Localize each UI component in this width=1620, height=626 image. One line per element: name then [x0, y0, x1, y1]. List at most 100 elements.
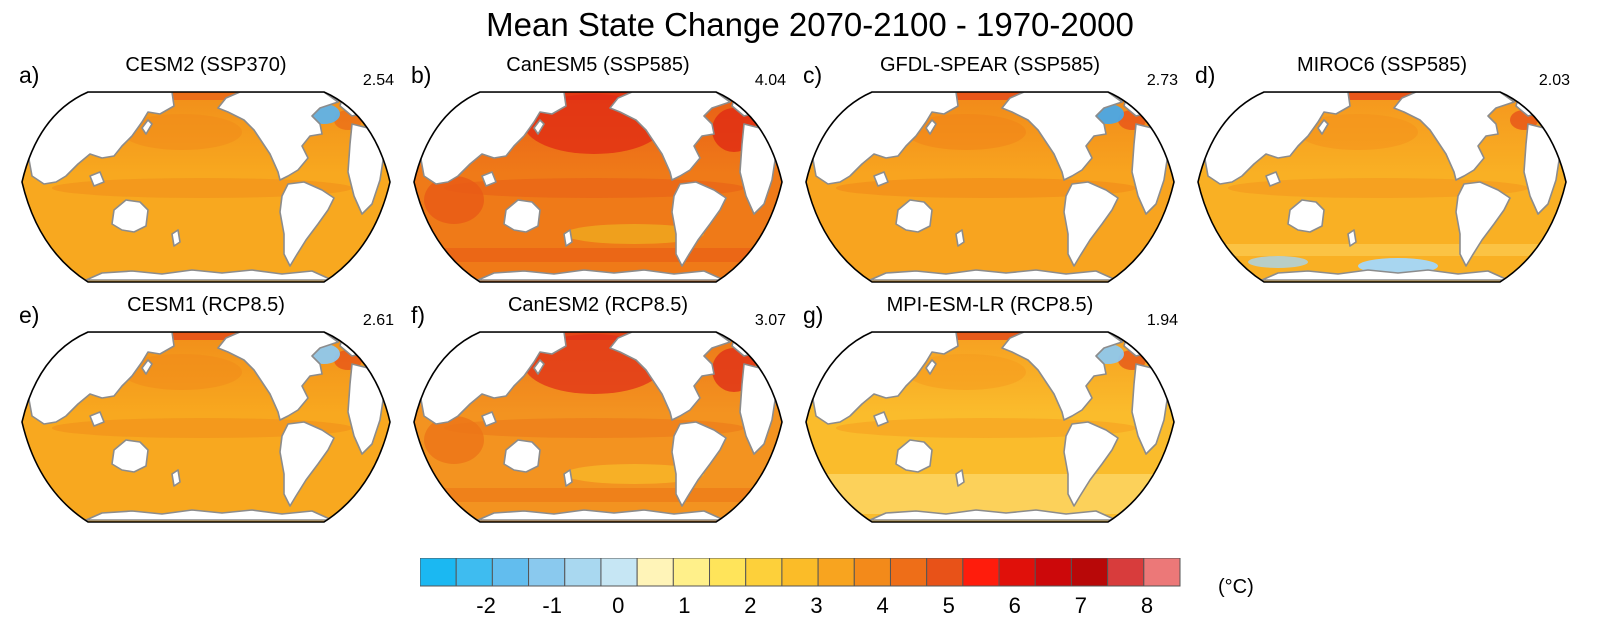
- land-japan: [533, 359, 545, 375]
- colorbar-box: [853, 558, 891, 587]
- land-japan: [141, 359, 153, 375]
- equatorial-band: [52, 178, 352, 198]
- colorbar-box: [1070, 558, 1109, 587]
- panel-global-mean-value: 1.94: [1146, 312, 1178, 329]
- colorbar-box: [600, 558, 638, 587]
- land-samerica: [1455, 181, 1511, 267]
- land-namerica: [609, 332, 731, 421]
- colorbar-unit: (°C): [1218, 576, 1254, 598]
- land-samerica: [1063, 181, 1119, 267]
- equatorial-band: [836, 178, 1136, 198]
- colorbar-box: [1143, 558, 1181, 587]
- land-antarctica: [477, 509, 725, 521]
- land-antarctica: [869, 269, 1117, 281]
- colorbar-tick-label: -2: [476, 593, 496, 618]
- land-japan: [1317, 119, 1329, 135]
- southern-pale-band: [806, 474, 1174, 514]
- equatorial-band: [836, 418, 1136, 438]
- colorbar-tick-label: 8: [1141, 593, 1153, 618]
- colorbar-tick-label: 3: [810, 593, 822, 618]
- panel-global-mean-value: 2.61: [362, 312, 394, 329]
- colorbar-tick-label: 1: [678, 593, 690, 618]
- panel-label: b): [411, 62, 432, 88]
- panel-label: g): [803, 302, 824, 328]
- colorbar-box: [455, 558, 493, 587]
- panel-global-mean-value: 4.04: [754, 72, 786, 89]
- land-nz: [563, 469, 573, 487]
- land-australia: [503, 439, 541, 473]
- map-outline: [21, 91, 391, 283]
- colorbar: -2 -1 0 1 2 3 4 5 6 7 8: [420, 558, 1181, 618]
- land-japan: [141, 119, 153, 135]
- world-map: [21, 91, 391, 283]
- land-nz: [955, 229, 965, 247]
- map-panel-f: f) CanESM2 (RCP8.5) 3.07: [408, 294, 788, 534]
- colorbar-box: [926, 558, 964, 587]
- equatorial-band: [444, 178, 744, 198]
- land-nz: [955, 469, 965, 487]
- colorbar-tick-label: 6: [1009, 593, 1021, 618]
- land-australia: [895, 199, 933, 233]
- map-outline: [805, 331, 1175, 523]
- southern-ocean-warming: [414, 488, 782, 502]
- land-borneo: [873, 171, 889, 187]
- southern-pale-band: [1198, 244, 1566, 256]
- land-nz: [563, 229, 573, 247]
- land-samerica: [1063, 421, 1119, 507]
- panel-title: CESM1 (RCP8.5): [127, 294, 285, 316]
- land-samerica: [671, 181, 727, 267]
- land-borneo: [481, 171, 497, 187]
- land-borneo: [89, 171, 105, 187]
- colorbar-box: [998, 558, 1036, 587]
- map-panel-d: d) MIROC6 (SSP585) 2.03: [1192, 54, 1572, 294]
- colorbar-box: [528, 558, 566, 587]
- land-antarctica: [477, 269, 725, 281]
- map-outline: [21, 331, 391, 523]
- land-australia: [111, 199, 149, 233]
- indian-ocean-warming: [424, 176, 484, 224]
- land-namerica: [609, 92, 731, 181]
- land-borneo: [89, 411, 105, 427]
- colorbar-box: [420, 558, 457, 587]
- panel-title: CESM2 (SSP370): [125, 54, 287, 76]
- colorbar-box: [817, 558, 855, 587]
- world-map: [805, 91, 1175, 283]
- panel-label: f): [411, 302, 426, 328]
- southern-ocean-cooling: [1248, 256, 1308, 268]
- colorbar-box: [709, 558, 747, 587]
- southern-band: [564, 224, 704, 244]
- equatorial-band: [1228, 178, 1528, 198]
- panel-global-mean-value: 2.73: [1146, 72, 1178, 89]
- colorbar-box: [781, 558, 819, 587]
- southern-ocean-warming: [414, 248, 782, 262]
- equatorial-band: [444, 418, 744, 438]
- colorbar-tick-label: 0: [612, 593, 624, 618]
- colorbar-tick-label: 5: [943, 593, 955, 618]
- panel-title: CanESM5 (SSP585): [506, 54, 690, 76]
- panel-label: e): [19, 302, 40, 328]
- map-panel-a: a) CESM2 (SSP370) 2.54: [16, 54, 396, 294]
- southern-ocean-cooling: [1358, 258, 1438, 274]
- panel-global-mean-value: 3.07: [754, 312, 786, 329]
- land-antarctica: [85, 269, 333, 281]
- colorbar-tick-label: 7: [1075, 593, 1087, 618]
- land-namerica: [1393, 92, 1515, 181]
- indian-ocean-warming: [424, 416, 484, 464]
- map-outline: [805, 91, 1175, 283]
- panel-title: GFDL-SPEAR (SSP585): [879, 54, 1101, 76]
- panel-label: d): [1195, 62, 1216, 88]
- land-australia: [895, 439, 933, 473]
- map-outline: [1197, 91, 1567, 283]
- panel-label: a): [19, 62, 40, 88]
- land-japan: [925, 119, 937, 135]
- land-japan: [925, 359, 937, 375]
- land-borneo: [873, 411, 889, 427]
- world-map: [805, 331, 1175, 523]
- figure-title: Mean State Change 2070-2100 - 1970-2000: [486, 6, 1134, 43]
- land-samerica: [671, 421, 727, 507]
- land-borneo: [1265, 171, 1281, 187]
- colorbar-tick-label: 2: [744, 593, 756, 618]
- map-outline: [413, 331, 783, 523]
- world-map: [21, 331, 391, 523]
- map-panel-g: g) MPI-ESM-LR (RCP8.5) 1.94: [800, 294, 1180, 534]
